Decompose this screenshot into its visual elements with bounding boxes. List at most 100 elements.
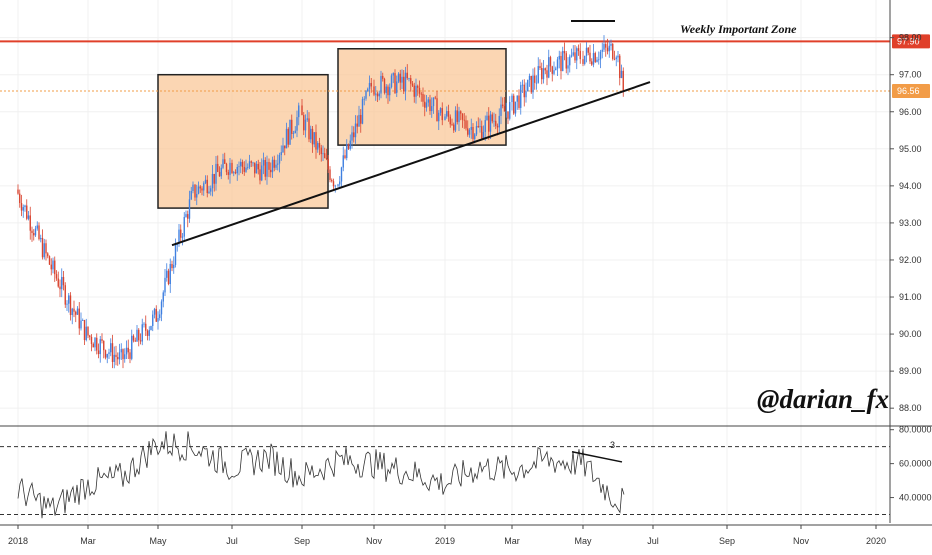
candle-down — [180, 229, 182, 238]
candle-down — [320, 147, 322, 155]
price-tick-label: 91.00 — [899, 292, 922, 302]
candle-down — [530, 75, 532, 93]
candle-down — [115, 354, 117, 358]
candle-up — [525, 91, 527, 98]
candle-down — [577, 48, 580, 51]
candle-up — [85, 326, 87, 341]
candle-down — [467, 128, 469, 135]
candle-up — [556, 59, 559, 69]
candle-up — [542, 68, 545, 80]
candle-up — [446, 111, 448, 117]
candle-down — [213, 173, 215, 184]
candle-up — [596, 59, 598, 62]
candle-up — [380, 75, 382, 94]
candle-down — [534, 75, 536, 83]
candle-up — [108, 352, 110, 354]
candle-up — [470, 127, 472, 130]
candle-down — [541, 68, 543, 80]
time-tick-label: Sep — [719, 536, 735, 546]
candle-up — [535, 82, 538, 84]
time-tick-label: Nov — [366, 536, 383, 546]
candle-down — [488, 115, 490, 132]
candle-down — [268, 162, 270, 170]
candle-down — [132, 335, 135, 341]
candles — [17, 35, 624, 369]
weekly-zone-label: Weekly Important Zone — [680, 22, 797, 36]
candle-up — [52, 260, 54, 270]
candle-down — [146, 330, 149, 336]
candle-down — [477, 126, 479, 128]
price-tick-label: 94.00 — [899, 181, 922, 191]
candle-down — [382, 75, 384, 79]
candle-down — [92, 343, 94, 348]
candle-down — [17, 189, 19, 194]
candle-up — [294, 130, 296, 134]
candle-down — [383, 78, 386, 93]
last-price-badge-label: 96.56 — [897, 86, 920, 96]
indicator-tick-label: 80.0000 — [899, 425, 932, 435]
candle-down — [250, 161, 252, 163]
candle-down — [97, 350, 100, 355]
candle-up — [367, 88, 369, 91]
candle-down — [574, 52, 576, 61]
candle-down — [225, 163, 228, 173]
zone-box-1 — [157, 73, 329, 209]
candle-up — [432, 97, 435, 107]
candle-up — [401, 76, 403, 83]
candle-down — [591, 61, 593, 65]
candle-up — [203, 183, 205, 191]
candle-down — [167, 270, 170, 284]
candle-down — [594, 53, 596, 62]
candle-down — [606, 47, 609, 52]
price-tick-label: 88.00 — [899, 403, 922, 413]
candle-down — [264, 159, 266, 177]
candle-down — [41, 237, 44, 258]
candle-down — [38, 225, 40, 240]
candle-down — [447, 111, 450, 117]
candle-up — [375, 93, 377, 95]
candle-up — [601, 49, 603, 52]
candle-up — [110, 343, 112, 353]
candle-up — [271, 159, 274, 173]
candle-down — [613, 58, 616, 60]
candle-up — [317, 143, 319, 150]
candle-up — [489, 114, 492, 132]
candle-down — [127, 347, 129, 353]
candle-up — [599, 51, 602, 60]
candle-up — [229, 162, 231, 175]
candle-up — [82, 320, 84, 321]
trendline — [171, 81, 651, 247]
candle-up — [125, 347, 128, 355]
candle-down — [318, 143, 321, 148]
candle-up — [392, 73, 394, 76]
candle-down — [311, 128, 314, 145]
candle-down — [129, 352, 131, 359]
candle-up — [304, 119, 307, 131]
candle-up — [262, 159, 265, 166]
candle-down — [111, 343, 114, 362]
oscillator-line — [17, 431, 625, 519]
candle-down — [206, 179, 208, 194]
candle-up — [285, 128, 288, 149]
candle-up — [247, 167, 249, 169]
candle-down — [273, 159, 275, 168]
candle-down — [227, 172, 229, 175]
candle-up — [120, 349, 122, 353]
candle-up — [173, 264, 175, 269]
candle-up — [397, 73, 400, 82]
candle-down — [50, 264, 52, 270]
candle-down — [453, 124, 455, 131]
candle-down — [565, 53, 567, 69]
zone-boxes — [157, 48, 507, 209]
candle-up — [408, 78, 410, 79]
candle-up — [365, 90, 367, 99]
candle-up — [185, 214, 187, 217]
candle-up — [178, 229, 180, 244]
candle-down — [199, 186, 201, 189]
candle-down — [465, 120, 467, 129]
candle-up — [617, 55, 619, 58]
candle-up — [94, 337, 96, 348]
candle-down — [449, 116, 451, 125]
candle-down — [413, 85, 415, 97]
candle-up — [204, 179, 207, 184]
